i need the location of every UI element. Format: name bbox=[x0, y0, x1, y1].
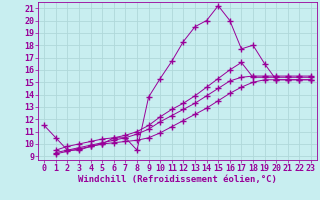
X-axis label: Windchill (Refroidissement éolien,°C): Windchill (Refroidissement éolien,°C) bbox=[78, 175, 277, 184]
